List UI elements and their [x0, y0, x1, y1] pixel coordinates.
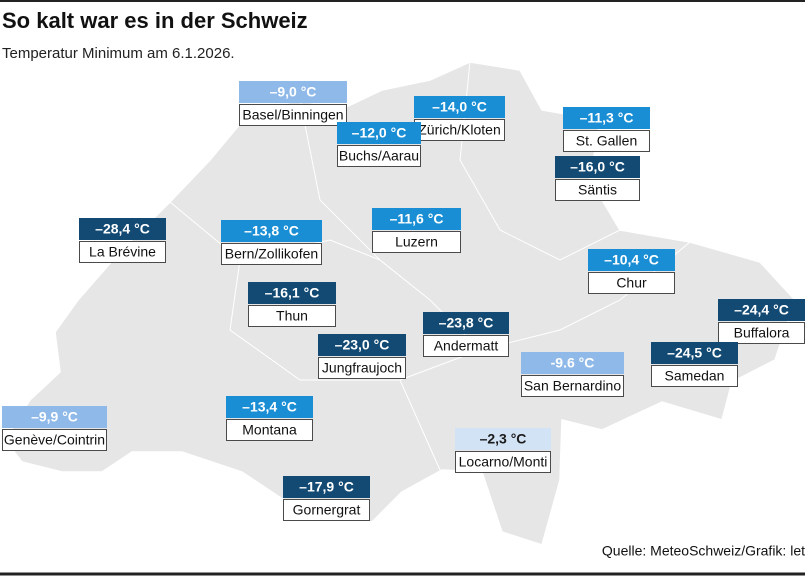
temperature: –12,0 °C — [352, 125, 407, 141]
temperature-box — [318, 334, 406, 356]
temperature: –13,4 °C — [242, 399, 297, 415]
temperature: –11,6 °C — [390, 211, 444, 227]
station-label: –23,8 °C Andermatt — [423, 312, 509, 357]
name-box — [221, 243, 322, 265]
name-box — [455, 451, 551, 473]
temperature-box — [521, 352, 624, 374]
temperature: –24,5 °C — [667, 345, 722, 361]
station-name: Chur — [616, 275, 647, 291]
station-label: –9,9 °C Genève/Cointrin — [2, 406, 107, 451]
temperature: –14,0 °C — [432, 99, 487, 115]
station-name: Jungfraujoch — [322, 360, 402, 376]
temperature-box — [555, 156, 640, 178]
station-name: St. Gallen — [576, 133, 637, 149]
temperature: –13,8 °C — [244, 223, 299, 239]
temperature-box — [651, 342, 738, 364]
station-label: –23,0 °C Jungfraujoch — [318, 334, 406, 379]
temperature: –9,9 °C — [31, 409, 78, 425]
name-box — [239, 104, 347, 126]
station-label: -9.6 °C San Bernardino — [521, 352, 624, 397]
station-label: –13,8 °C Bern/Zollikofen — [221, 220, 322, 265]
station-name: Buffalora — [734, 325, 790, 341]
name-box — [337, 145, 421, 167]
temperature: –9,0 °C — [270, 84, 317, 100]
station-name: San Bernardino — [524, 378, 622, 394]
station-label: –13,4 °C Montana — [226, 396, 313, 441]
station-label: –9,0 °C Basel/Binningen — [239, 81, 347, 126]
station-name: Luzern — [395, 234, 438, 250]
temperature: –23,0 °C — [335, 337, 390, 353]
temperature: –17,9 °C — [299, 479, 354, 495]
temperature: -9.6 °C — [551, 355, 595, 371]
station-label: –11,6 °C Luzern — [372, 208, 461, 253]
station-name: Gornergrat — [293, 502, 361, 518]
name-box — [2, 429, 107, 451]
name-box — [372, 231, 461, 253]
name-box — [318, 357, 406, 379]
station-name: Genève/Cointrin — [4, 432, 105, 448]
name-box — [563, 130, 650, 152]
name-box — [588, 272, 675, 294]
station-label: –11,3 °C St. Gallen — [563, 107, 650, 152]
name-box — [423, 335, 509, 357]
station-name: La Brévine — [89, 244, 156, 260]
station-label: –2,3 °C Locarno/Monti — [455, 428, 551, 473]
station-label: –16,0 °C Säntis — [555, 156, 640, 201]
station-name: Locarno/Monti — [459, 454, 548, 470]
name-box — [226, 419, 313, 441]
temperature-box — [221, 220, 322, 242]
title: So kalt war es in der Schweiz — [2, 8, 308, 33]
name-box — [521, 375, 624, 397]
temperature-box — [414, 96, 505, 118]
temperature: –11,3 °C — [580, 110, 634, 126]
station-name: Zürich/Kloten — [418, 122, 500, 138]
station-name: Bern/Zollikofen — [225, 246, 318, 262]
temperature: –28,4 °C — [95, 221, 150, 237]
station-name: Samedan — [665, 368, 725, 384]
station-label: –12,0 °C Buchs/Aarau — [337, 122, 421, 167]
temperature-box — [423, 312, 509, 334]
station-label: –24,4 °C Buffalora — [718, 299, 805, 344]
station-name: Basel/Binningen — [242, 107, 343, 123]
name-box — [651, 365, 738, 387]
temperature-box — [588, 249, 675, 271]
name-box — [283, 499, 370, 521]
name-box — [555, 179, 640, 201]
temperature-box — [226, 396, 313, 418]
temperature-box — [283, 476, 370, 498]
temperature: –10,4 °C — [604, 252, 659, 268]
station-name: Andermatt — [434, 338, 499, 354]
station-labels: –9,0 °C Basel/Binningen –14,0 °C Zürich/Klo… — [2, 81, 805, 521]
temperature-box — [372, 208, 461, 230]
temperature: –16,0 °C — [570, 159, 625, 175]
temperature-box — [239, 81, 347, 103]
source: Quelle: MeteoSchweiz/Grafik: let — [602, 543, 805, 559]
temperature-box — [337, 122, 421, 144]
temperature-box — [248, 282, 336, 304]
station-name: Buchs/Aarau — [339, 148, 419, 164]
name-box — [79, 241, 166, 263]
temperature-box — [455, 428, 551, 450]
station-label: –24,5 °C Samedan — [651, 342, 738, 387]
temperature-box — [563, 107, 650, 129]
temperature-box — [718, 299, 805, 321]
temperature: –16,1 °C — [265, 285, 320, 301]
station-label: –28,4 °C La Brévine — [79, 218, 166, 263]
station-name: Säntis — [578, 182, 617, 198]
station-label: –17,9 °C Gornergrat — [283, 476, 370, 521]
station-label: –14,0 °C Zürich/Kloten — [414, 96, 505, 141]
station-label: –10,4 °C Chur — [588, 249, 675, 294]
station-name: Montana — [242, 422, 297, 438]
temperature: –23,8 °C — [439, 315, 494, 331]
station-label: –16,1 °C Thun — [248, 282, 336, 327]
temperature: –24,4 °C — [734, 302, 789, 318]
temperature: –2,3 °C — [480, 431, 527, 447]
subtitle: Temperatur Minimum am 6.1.2026. — [2, 45, 235, 62]
temperature-box — [79, 218, 166, 240]
temperature-box — [2, 406, 107, 428]
name-box — [248, 305, 336, 327]
station-name: Thun — [276, 308, 308, 324]
